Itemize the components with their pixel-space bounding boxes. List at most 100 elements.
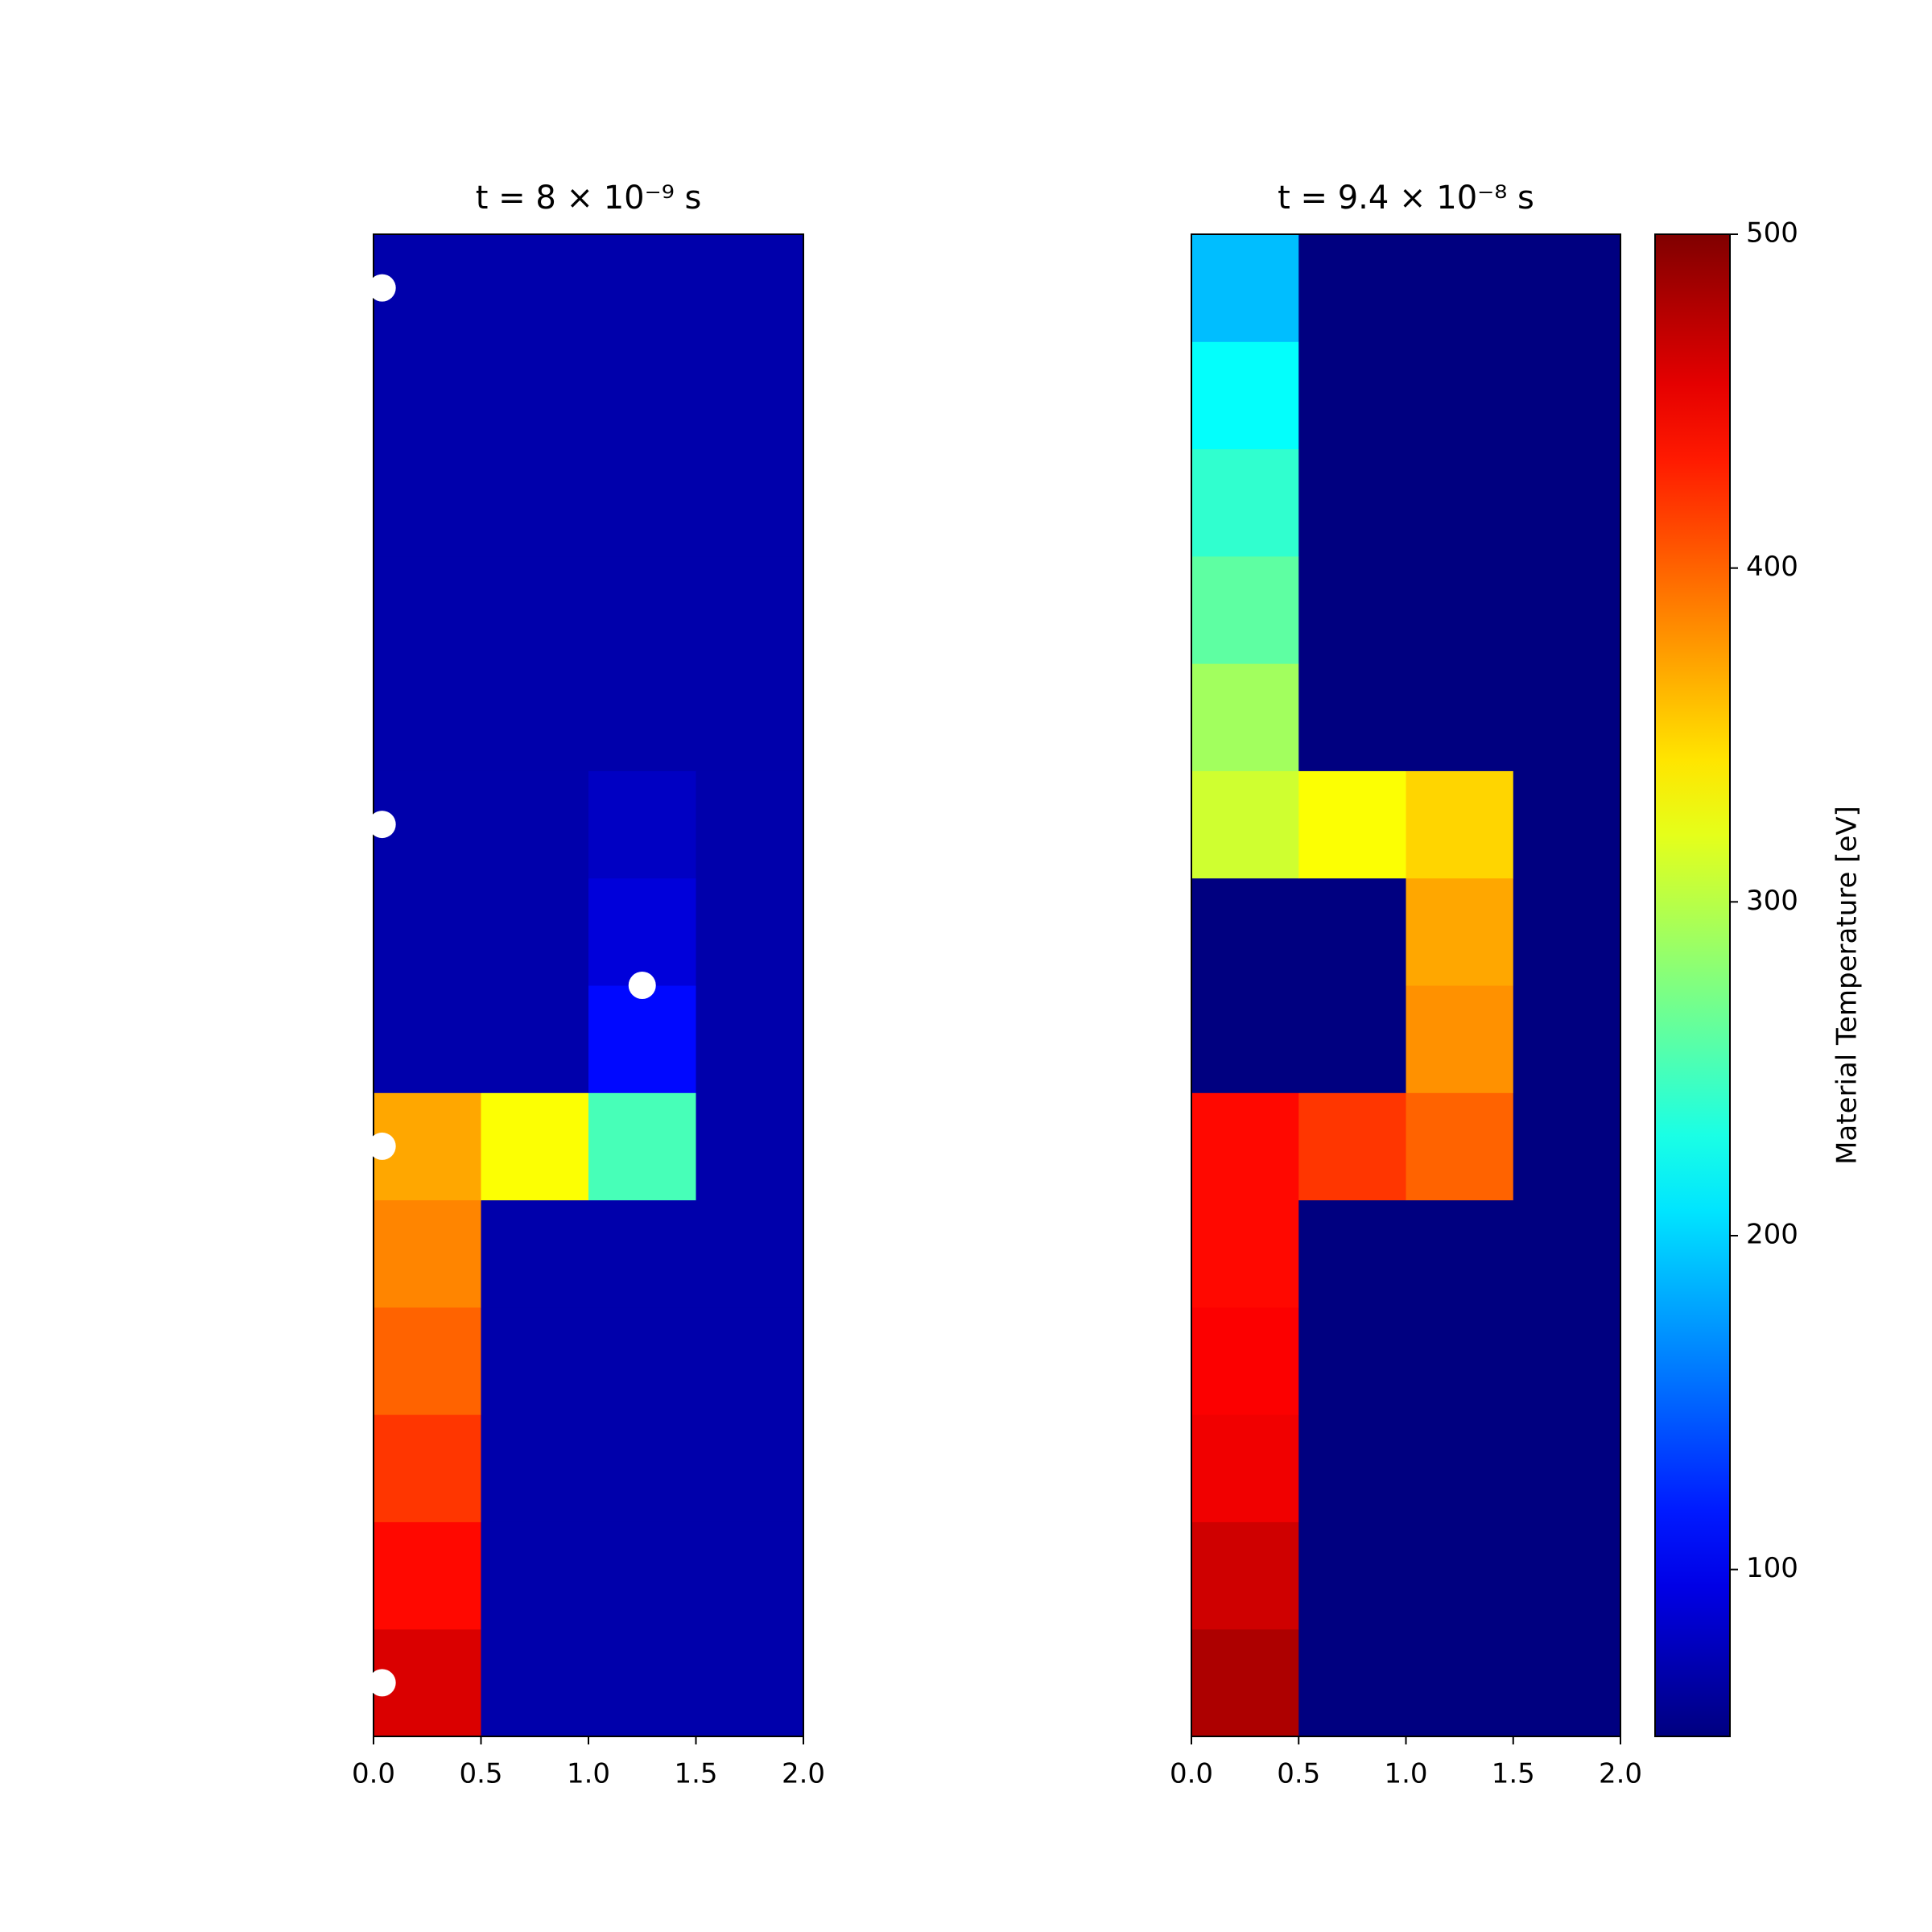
heat-cell [1191, 1092, 1299, 1201]
heat-cell [1513, 1521, 1621, 1630]
heat-cell [374, 877, 481, 986]
heat-cell [481, 555, 589, 664]
heat-cell [1191, 1307, 1299, 1415]
heat-cell [696, 1414, 804, 1522]
heat-cell [696, 1521, 804, 1630]
colorbar-label: Material Temperature [eV] [1831, 806, 1864, 1165]
probe-point [368, 1132, 396, 1160]
heat-cell [1298, 663, 1406, 771]
heat-cell [481, 1414, 589, 1522]
heat-cell [1298, 448, 1406, 557]
heat-cell [374, 1199, 481, 1308]
x-tick-label: 0.0 [352, 1758, 395, 1790]
heat-cell [1513, 341, 1621, 450]
heat-cell [1513, 985, 1621, 1093]
heat-cell [481, 877, 589, 986]
heat-cell [1513, 1307, 1621, 1415]
heat-cell [696, 555, 804, 664]
heat-cell [696, 448, 804, 557]
heat-cell [1513, 770, 1621, 879]
heat-cell [1298, 985, 1406, 1093]
heat-cell [696, 1307, 804, 1415]
heat-cell [1298, 1092, 1406, 1201]
heat-cell [374, 448, 481, 557]
heat-cell [374, 341, 481, 450]
heat-cell [1406, 1521, 1514, 1630]
x-tick-label: 0.0 [1170, 1758, 1213, 1790]
heat-cell [1191, 448, 1299, 557]
heat-cell [1406, 770, 1514, 879]
heat-cell [481, 985, 589, 1093]
colorbar-tick-label: 500 [1746, 217, 1798, 250]
heat-cell [696, 234, 804, 342]
heat-cell [1298, 341, 1406, 450]
heat-cell [481, 1307, 589, 1415]
colorbar [1654, 233, 1731, 1737]
heat-cell [588, 1199, 696, 1308]
x-tick-label: 1.0 [567, 1758, 610, 1790]
heat-cell [1406, 341, 1514, 450]
heat-cell [1298, 555, 1406, 664]
heat-cell [1191, 770, 1299, 879]
heat-cell [1406, 1092, 1514, 1201]
probe-point [628, 972, 656, 999]
heat-cell [1191, 663, 1299, 771]
x-tick-label: 2.0 [1599, 1758, 1642, 1790]
heat-cell [1513, 1414, 1621, 1522]
heat-cell [1191, 234, 1299, 342]
heat-cell [1191, 1521, 1299, 1630]
heat-cell [374, 1414, 481, 1522]
heat-cell [588, 1414, 696, 1522]
heat-cell [374, 1521, 481, 1630]
heat-cell [374, 985, 481, 1093]
heat-cell [1298, 1199, 1406, 1308]
heat-cell [696, 341, 804, 450]
colorbar-tick-label: 100 [1746, 1552, 1798, 1584]
heat-cell [1191, 1199, 1299, 1308]
heat-cell [696, 663, 804, 771]
heat-cell [1406, 234, 1514, 342]
heat-cell [588, 234, 696, 342]
heat-cell [696, 770, 804, 879]
heat-cell [1191, 341, 1299, 450]
heat-cell [1298, 234, 1406, 342]
probe-point [368, 811, 396, 839]
heat-cell [1406, 555, 1514, 664]
heat-cell [1406, 877, 1514, 986]
heat-cell [588, 1521, 696, 1630]
x-tick-label: 1.0 [1384, 1758, 1427, 1790]
heat-cell [481, 341, 589, 450]
heat-cell [481, 234, 589, 342]
heat-cell [481, 1629, 589, 1737]
heat-cell [588, 770, 696, 879]
heat-cell [1406, 1199, 1514, 1308]
heat-cell [1513, 1629, 1621, 1737]
heat-cell [588, 985, 696, 1093]
heat-cell [481, 1521, 589, 1630]
heat-cell [481, 663, 589, 771]
heat-cell [374, 663, 481, 771]
heat-cell [696, 877, 804, 986]
colorbar-tick-label: 200 [1746, 1219, 1798, 1251]
heat-cell [588, 448, 696, 557]
chart-title: t = 8 × 10⁻⁹ s [476, 180, 702, 217]
heat-cell [1191, 1629, 1299, 1737]
heat-cell [1191, 985, 1299, 1093]
heat-cell [1298, 877, 1406, 986]
x-tick-label: 2.0 [782, 1758, 825, 1790]
heat-cell [696, 1629, 804, 1737]
heat-cell [1513, 877, 1621, 986]
heat-cell [1406, 1629, 1514, 1737]
heat-cell [1513, 1092, 1621, 1201]
heat-cell [696, 1092, 804, 1201]
heat-cell [1406, 448, 1514, 557]
heat-cell [1298, 1307, 1406, 1415]
heat-cell [481, 770, 589, 879]
heat-cell [1298, 770, 1406, 879]
probe-point [368, 274, 396, 302]
heat-cell [1406, 985, 1514, 1093]
colorbar-tick-label: 400 [1746, 551, 1798, 583]
heat-cell [588, 341, 696, 450]
heat-cell [1513, 663, 1621, 771]
